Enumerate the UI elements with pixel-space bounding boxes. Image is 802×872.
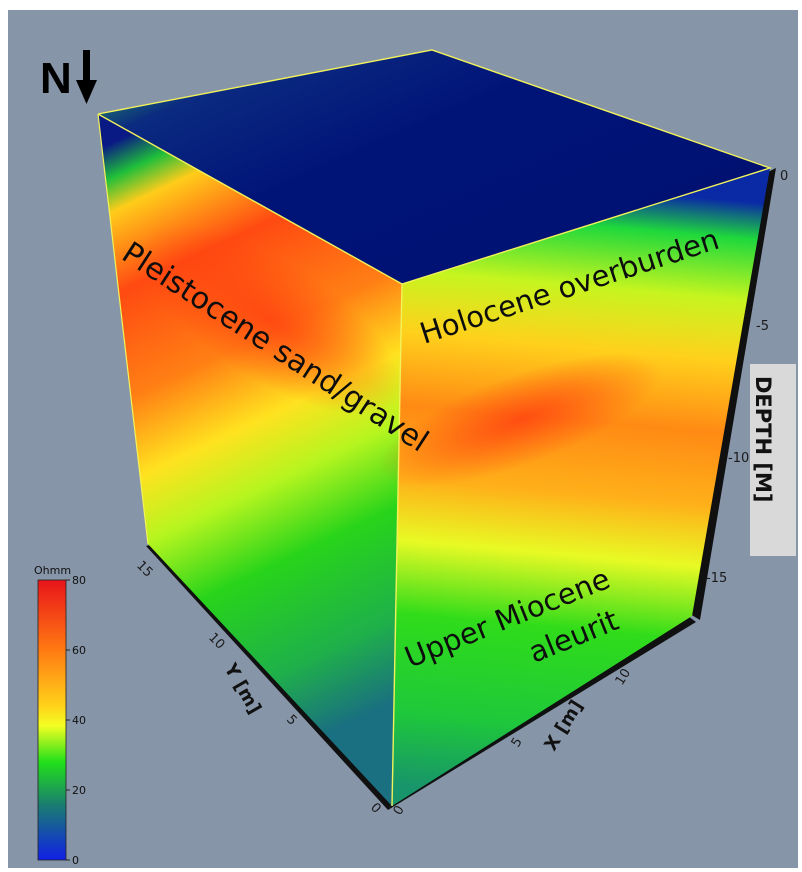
resistive-zone-highlight-right xyxy=(378,353,662,487)
colorbar-tick-label: 80 xyxy=(72,574,86,587)
cube-depth-edge xyxy=(690,168,776,620)
depth-tick-label: -5 xyxy=(756,319,769,334)
north-label: N xyxy=(40,54,72,103)
colorbar-unit: Ohmm xyxy=(34,564,71,577)
colorbar-tick-label: 40 xyxy=(72,714,86,727)
x-tick-label: 10 xyxy=(613,666,634,688)
colorbar: Ohmm 80 60 40 20 0 xyxy=(34,564,86,867)
cube-front-edge xyxy=(391,283,403,807)
cube-right-face xyxy=(392,168,770,806)
colorbar-tick-label: 0 xyxy=(72,854,79,867)
colorbar-gradient xyxy=(37,579,67,861)
depth-tick-label: -15 xyxy=(706,571,727,586)
colorbar-tick-label: 60 xyxy=(72,644,86,657)
depth-axis: 0 -5 -10 -15 xyxy=(706,169,788,586)
depth-axis-title-box xyxy=(750,364,796,556)
colorbar-ticks xyxy=(66,579,70,861)
cube-base-edge-left xyxy=(146,544,394,810)
depth-tick-label: 0 xyxy=(780,169,788,184)
resistive-zone-highlight xyxy=(138,225,402,415)
colorbar-tick-label: 20 xyxy=(72,784,86,797)
cube-left-edge xyxy=(97,113,149,545)
cube-top-face xyxy=(98,50,770,284)
down-arrow-icon xyxy=(76,50,97,104)
north-arrow: N xyxy=(40,50,97,104)
depth-tick-label: -10 xyxy=(728,451,749,466)
cube-base-edge-right xyxy=(388,616,696,810)
cube-edges xyxy=(97,49,773,285)
depth-axis-title: DEPTH [M] xyxy=(751,376,775,502)
